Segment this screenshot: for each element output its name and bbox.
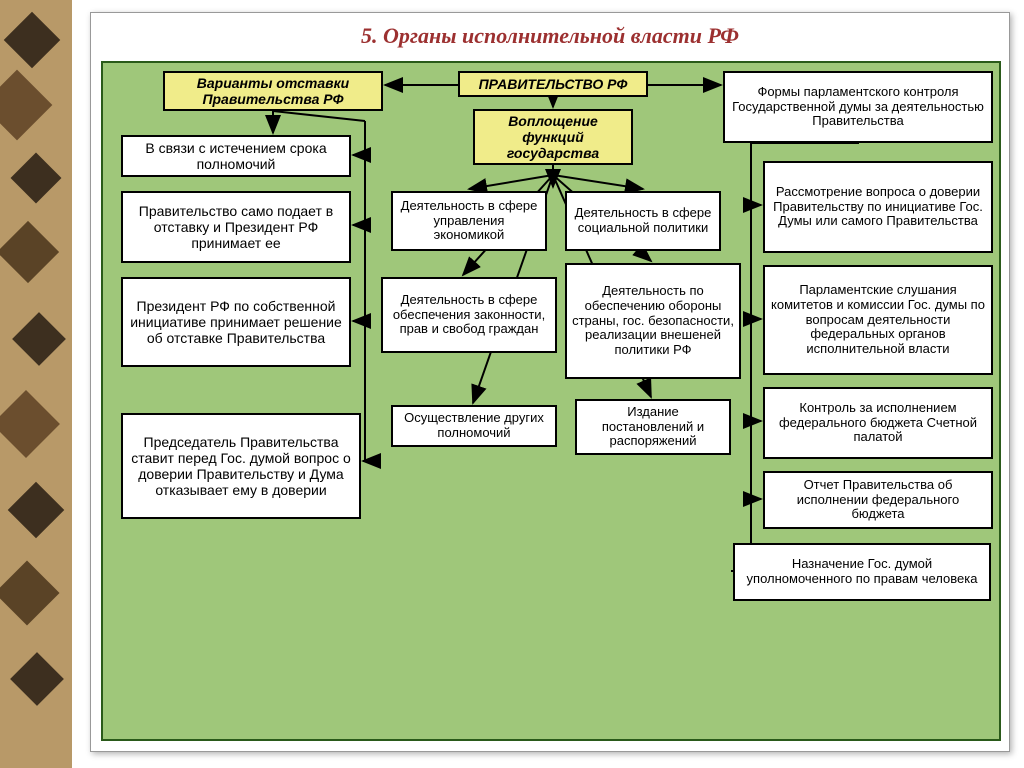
node-f1: Рассмотрение вопроса о доверии Правитель… (763, 161, 993, 253)
node-d5: Осуществление других полномочий (391, 405, 557, 447)
slide-frame: 5. Органы исполнительной власти РФ ПРАВИ… (90, 12, 1010, 752)
node-f2: Парламентские слушания комитетов и комис… (763, 265, 993, 375)
node-v2: Правительство само подает в отставку и П… (121, 191, 351, 263)
node-forms: Формы парламентского контроля Государств… (723, 71, 993, 143)
node-f5: Назначение Гос. думой уполномоченного по… (733, 543, 991, 601)
node-embody: Воплощение функций государства (473, 109, 633, 165)
node-f4: Отчет Правительства об исполнении федера… (763, 471, 993, 529)
node-d4: Деятельность по обеспечению обороны стра… (565, 263, 741, 379)
slide-title: 5. Органы исполнительной власти РФ (91, 13, 1009, 57)
node-v3: Президент РФ по собственной инициативе п… (121, 277, 351, 367)
node-f3: Контроль за исполнением федерального бюд… (763, 387, 993, 459)
diagram-area: ПРАВИТЕЛЬСТВО РФ Варианты отставки Правит… (101, 61, 1001, 741)
node-variants: Варианты отставки Правительства РФ (163, 71, 383, 111)
node-v4: Председатель Правительства ставит перед … (121, 413, 361, 519)
slide-sidebar-decoration (0, 0, 72, 768)
node-v1: В связи с истечением срока полномочий (121, 135, 351, 177)
node-d3: Деятельность в сфере обеспечения законно… (381, 277, 557, 353)
node-d1: Деятельность в сфере управления экономик… (391, 191, 547, 251)
node-d6: Издание постановлений и распоряжений (575, 399, 731, 455)
node-d2: Деятельность в сфере социальной политики (565, 191, 721, 251)
node-gov: ПРАВИТЕЛЬСТВО РФ (458, 71, 648, 97)
